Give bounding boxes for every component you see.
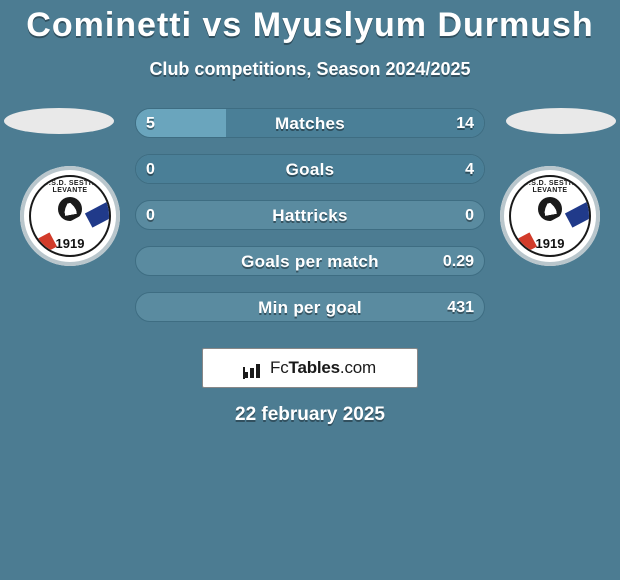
brand-tld: .com [340,358,376,377]
crest-arc-text: U.S.D. SESTRI LEVANTE [31,180,109,194]
crest-graphic: U.S.D. SESTRI LEVANTE 1919 [509,175,591,257]
bar-label: Min per goal [136,293,484,322]
crest-year: 1919 [56,236,85,251]
page-title: Cominetti vs Myuslyum Durmush [0,0,620,45]
stat-bar-row: 00Hattricks [135,200,485,230]
stat-bar-row: 0.29Goals per match [135,246,485,276]
pedestal-left [4,108,114,134]
club-crest-left: U.S.D. SESTRI LEVANTE 1919 [20,166,120,266]
crest-arc-text: U.S.D. SESTRI LEVANTE [511,180,589,194]
crest-year: 1919 [536,236,565,251]
pedestal-right [506,108,616,134]
bar-label: Matches [136,109,484,138]
crest-graphic: U.S.D. SESTRI LEVANTE 1919 [29,175,111,257]
brand-prefix: Fc [270,358,288,377]
stat-bar-row: 431Min per goal [135,292,485,322]
branding-text: FcTables.com [270,358,376,378]
club-crest-right: U.S.D. SESTRI LEVANTE 1919 [500,166,600,266]
stat-bars: 514Matches 04Goals 00Hattricks 0.29Goals pe… [135,108,485,338]
brand-suffix: Tables [289,358,340,377]
bar-chart-icon [244,362,264,378]
branding-box: FcTables.com [202,348,418,388]
bar-label: Hattricks [136,201,484,230]
bar-label: Goals [136,155,484,184]
stat-bar-row: 04Goals [135,154,485,184]
as-of-date: 22 february 2025 [235,404,385,426]
subtitle: Club competitions, Season 2024/2025 [0,59,620,80]
bar-label: Goals per match [136,247,484,276]
stat-bar-row: 514Matches [135,108,485,138]
